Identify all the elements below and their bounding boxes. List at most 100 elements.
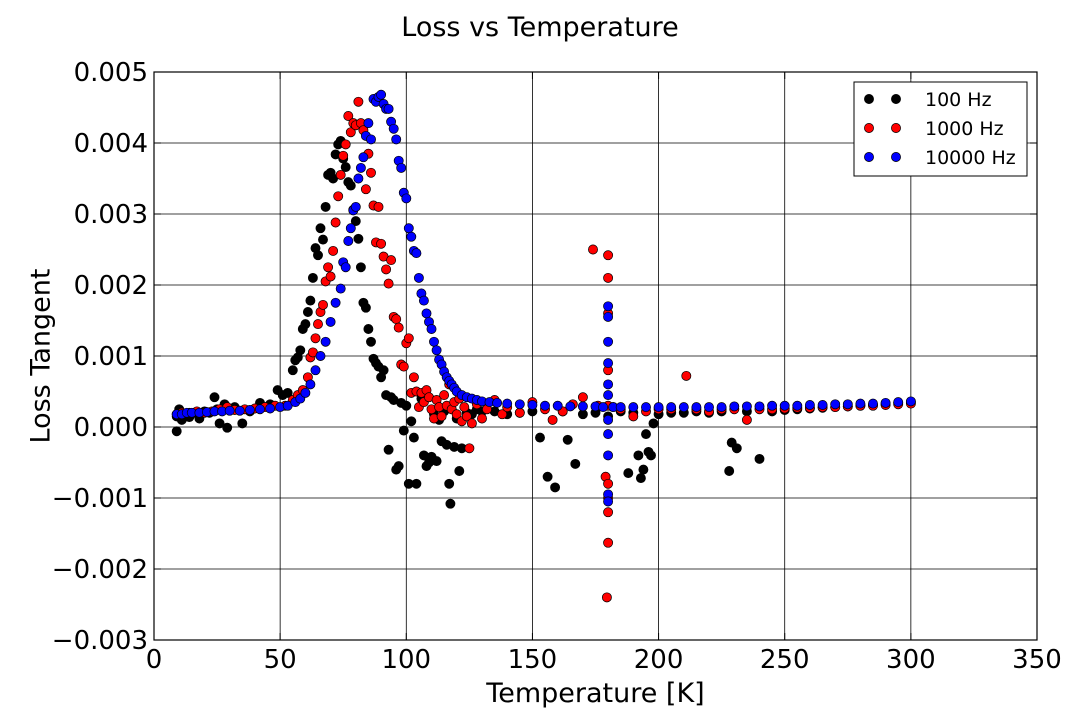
data-point (343, 236, 354, 246)
data-point (320, 336, 331, 347)
data-point (381, 264, 392, 275)
data-point (754, 453, 765, 464)
data-point (716, 402, 727, 413)
y-tick-label: 0.003 (74, 200, 148, 230)
data-point (313, 319, 323, 330)
data-point (641, 402, 651, 413)
data-point (333, 191, 344, 202)
data-point (338, 150, 349, 161)
data-point (363, 118, 374, 129)
data-point (527, 400, 538, 410)
data-point (366, 336, 376, 347)
x-tick-label: 150 (508, 645, 558, 675)
data-point (421, 308, 432, 319)
legend-label: 1000 Hz (925, 118, 1004, 140)
data-point (325, 271, 336, 282)
data-points (171, 89, 916, 603)
data-point (265, 403, 276, 414)
data-point (171, 426, 182, 437)
data-point (224, 405, 235, 416)
data-point (340, 139, 351, 150)
data-point (514, 399, 525, 410)
data-point (403, 223, 414, 234)
y-tick-label: 0.005 (74, 58, 148, 88)
data-point (535, 432, 545, 443)
data-point (436, 411, 447, 422)
data-point (868, 398, 878, 409)
series-0 (171, 135, 916, 509)
data-point (360, 302, 371, 313)
data-point (754, 401, 765, 412)
data-point (633, 450, 644, 461)
data-point (648, 418, 659, 429)
legend-marker (891, 152, 901, 162)
legend-box (853, 81, 1028, 177)
data-point (628, 411, 639, 422)
data-point (350, 201, 361, 212)
data-point (411, 478, 422, 489)
data-point (603, 507, 614, 518)
data-point (552, 400, 563, 411)
data-point (318, 299, 328, 310)
data-point (353, 173, 364, 184)
data-point (406, 416, 417, 427)
legend-marker (864, 123, 874, 133)
data-point (497, 409, 508, 420)
data-point (603, 478, 614, 489)
data-point (681, 370, 692, 381)
y-tick-label: 0.000 (74, 413, 148, 443)
data-point (603, 496, 614, 507)
data-point (466, 418, 477, 429)
data-point (330, 217, 341, 228)
data-point (464, 443, 475, 454)
data-point (603, 379, 614, 390)
data-point (893, 397, 904, 408)
y-tick-label: −0.001 (52, 484, 148, 514)
data-point (641, 429, 651, 440)
data-point (855, 398, 866, 409)
data-point (603, 311, 614, 322)
x-tick-label: 0 (146, 645, 163, 675)
data-point (244, 405, 255, 415)
x-tick-label: 100 (381, 645, 431, 675)
data-point (363, 324, 374, 334)
data-point (234, 405, 245, 416)
data-point (391, 314, 402, 325)
y-tick-label: −0.002 (52, 555, 148, 585)
data-point (255, 404, 265, 415)
data-point (378, 365, 389, 376)
x-tick-label: 350 (1012, 645, 1062, 675)
data-point (792, 400, 803, 411)
legend-label: 100 Hz (925, 89, 992, 111)
data-point (598, 402, 609, 413)
data-point (492, 397, 503, 408)
data-point (628, 402, 639, 413)
data-point (459, 402, 470, 413)
y-tick-label: 0.002 (74, 271, 148, 301)
data-point (678, 402, 689, 413)
data-point (305, 295, 316, 306)
data-point (373, 201, 384, 212)
data-point (383, 103, 394, 114)
data-point (366, 167, 376, 178)
data-point (353, 96, 364, 107)
y-tick-label: 0.001 (74, 342, 148, 372)
data-point (358, 152, 369, 163)
data-point (461, 411, 472, 422)
data-point (547, 414, 558, 425)
series-1 (171, 96, 916, 603)
data-point (646, 450, 656, 461)
data-point (880, 397, 891, 408)
data-point (413, 272, 424, 283)
data-point (325, 316, 336, 327)
data-point (418, 295, 429, 306)
data-point (328, 245, 339, 256)
data-point (340, 162, 351, 173)
data-point (477, 413, 487, 424)
data-point (403, 333, 414, 344)
data-point (318, 234, 328, 245)
data-point (603, 390, 614, 401)
data-point (401, 193, 412, 204)
data-point (335, 283, 346, 294)
data-point (287, 365, 298, 376)
